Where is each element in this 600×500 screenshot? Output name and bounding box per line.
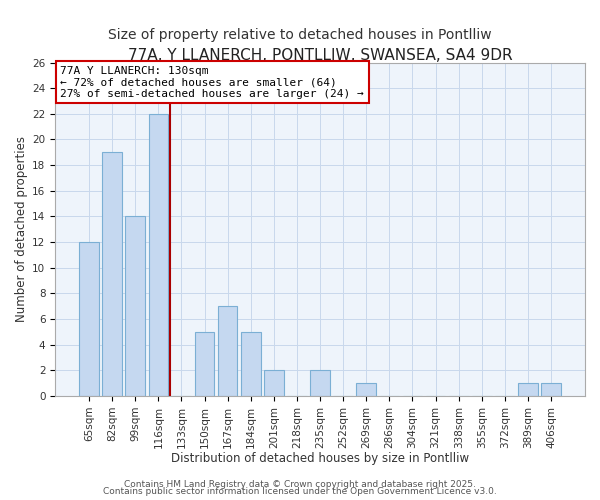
Bar [310,370,330,396]
Bar [264,370,284,396]
X-axis label: Distribution of detached houses by size in Pontlliw: Distribution of detached houses by size … [171,452,469,465]
Bar [218,306,238,396]
Bar [103,152,122,396]
Bar [518,383,538,396]
Bar [125,216,145,396]
Text: 77A Y LLANERCH: 130sqm
← 72% of detached houses are smaller (64)
27% of semi-det: 77A Y LLANERCH: 130sqm ← 72% of detached… [61,66,364,99]
Text: Contains public sector information licensed under the Open Government Licence v3: Contains public sector information licen… [103,487,497,496]
Text: Contains HM Land Registry data © Crown copyright and database right 2025.: Contains HM Land Registry data © Crown c… [124,480,476,489]
Bar [541,383,561,396]
Y-axis label: Number of detached properties: Number of detached properties [15,136,28,322]
Bar [149,114,168,396]
Bar [356,383,376,396]
Bar [79,242,99,396]
Text: Size of property relative to detached houses in Pontlliw: Size of property relative to detached ho… [108,28,492,42]
Bar [241,332,260,396]
Bar [195,332,214,396]
Title: 77A, Y LLANERCH, PONTLLIW, SWANSEA, SA4 9DR: 77A, Y LLANERCH, PONTLLIW, SWANSEA, SA4 … [128,48,512,62]
